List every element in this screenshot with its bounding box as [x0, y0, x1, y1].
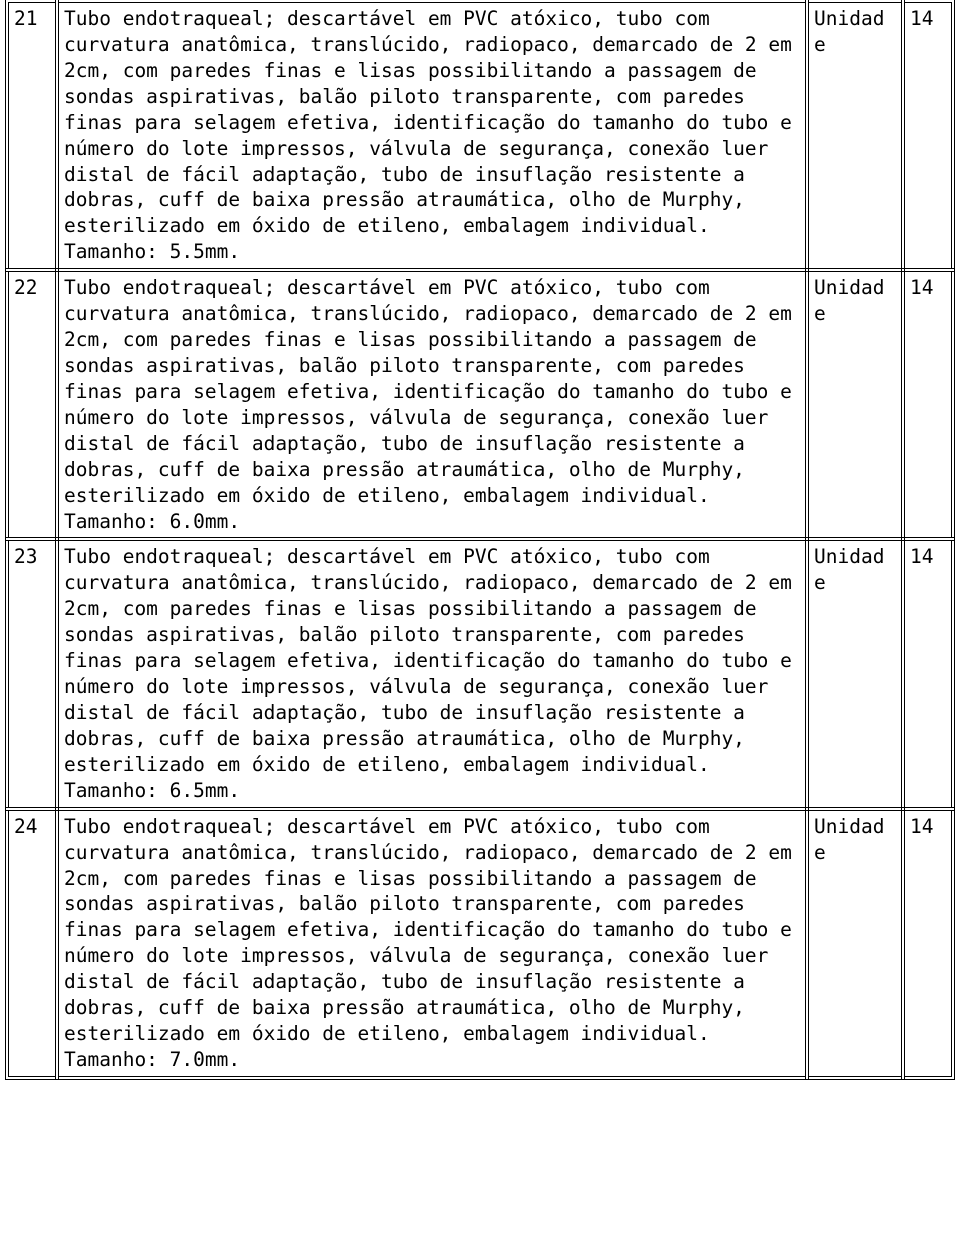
cell-unit: Unidade — [808, 810, 902, 1077]
table-row: 21 Tubo endotraqueal; descartável em PVC… — [8, 2, 952, 269]
cell-description: Tubo endotraqueal; descartável em PVC at… — [58, 2, 806, 269]
cell-unit: Unidade — [808, 2, 902, 269]
cell-item-no: 21 — [8, 2, 56, 269]
cell-description: Tubo endotraqueal; descartável em PVC at… — [58, 540, 806, 807]
cell-item-no: 22 — [8, 271, 56, 538]
cell-quantity: 14 — [904, 271, 952, 538]
cell-quantity: 14 — [904, 2, 952, 269]
cell-unit: Unidade — [808, 540, 902, 807]
cell-item-no: 23 — [8, 540, 56, 807]
cell-description: Tubo endotraqueal; descartável em PVC at… — [58, 271, 806, 538]
cell-item-no: 24 — [8, 810, 56, 1077]
cell-unit: Unidade — [808, 271, 902, 538]
table-row: 22 Tubo endotraqueal; descartável em PVC… — [8, 271, 952, 538]
items-table: 21 Tubo endotraqueal; descartável em PVC… — [6, 0, 954, 1079]
cell-quantity: 14 — [904, 810, 952, 1077]
table-row: 23 Tubo endotraqueal; descartável em PVC… — [8, 540, 952, 807]
cell-description: Tubo endotraqueal; descartável em PVC at… — [58, 810, 806, 1077]
table-row: 24 Tubo endotraqueal; descartável em PVC… — [8, 810, 952, 1077]
cell-quantity: 14 — [904, 540, 952, 807]
